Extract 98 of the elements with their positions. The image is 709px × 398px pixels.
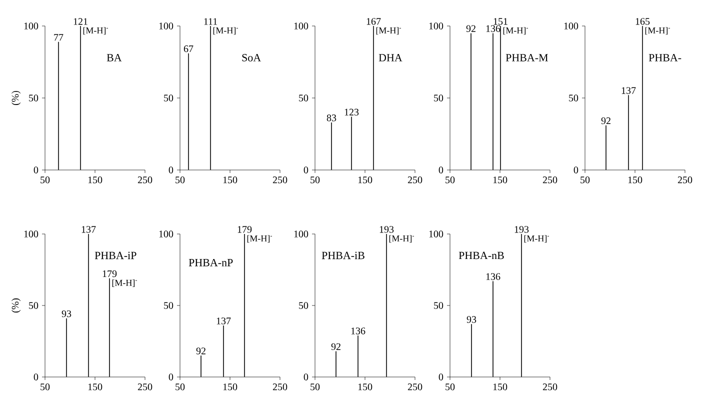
x-tick-label: 250 bbox=[272, 384, 288, 390]
x-tick-label: 50 bbox=[446, 384, 455, 390]
y-tick-label: 100 bbox=[564, 22, 578, 30]
text: PHBA-iP bbox=[94, 252, 136, 260]
annotation: [M-H]$^{-}$ bbox=[503, 27, 528, 35]
annotation: 93 bbox=[466, 316, 476, 323]
x-tick-label: 250 bbox=[408, 384, 422, 390]
y-tick-label: 100 bbox=[24, 230, 38, 238]
annotation: 77 bbox=[54, 34, 64, 41]
annotation: 92 bbox=[466, 25, 476, 32]
y-tick-label: 0 bbox=[34, 166, 38, 174]
x-tick-label: 150 bbox=[223, 384, 238, 390]
x-tick-label: 50 bbox=[176, 176, 185, 184]
x-tick-label: 50 bbox=[176, 384, 185, 390]
annotation: 83 bbox=[326, 114, 336, 122]
annotation: [M-H]$^{-}$ bbox=[83, 27, 108, 35]
x-tick-label: 250 bbox=[272, 176, 288, 184]
x-tick-label: 150 bbox=[223, 176, 238, 184]
annotation: 137 bbox=[622, 87, 636, 94]
annotation: [M-H]$^{-}$ bbox=[247, 235, 272, 243]
annotation: 123 bbox=[344, 108, 359, 116]
annotation: 93 bbox=[62, 310, 72, 318]
x-tick-label: 250 bbox=[408, 176, 422, 184]
text: PHBA-nP bbox=[188, 258, 233, 266]
y-tick-label: 100 bbox=[159, 230, 174, 238]
x-tick-label: 150 bbox=[358, 176, 372, 184]
text: SoA bbox=[242, 54, 262, 62]
y-tick-label: 100 bbox=[429, 22, 444, 30]
y-tick-label: 0 bbox=[168, 166, 174, 174]
y-axis-title: (%) bbox=[12, 90, 21, 106]
text: PHBA-M bbox=[506, 54, 548, 62]
annotation: 193 bbox=[514, 226, 529, 233]
x-tick-label: 50 bbox=[580, 176, 590, 184]
y-tick-label: 50 bbox=[299, 94, 308, 102]
annotation: [M-H]$^{-}$ bbox=[645, 27, 670, 35]
x-tick-label: 50 bbox=[40, 384, 50, 390]
x-tick-label: 250 bbox=[542, 176, 558, 184]
y-tick-label: 50 bbox=[29, 302, 38, 309]
text: PHBA- bbox=[648, 54, 682, 62]
x-tick-label: 150 bbox=[88, 176, 102, 184]
annotation: [M-H]$^{-}$ bbox=[112, 280, 137, 287]
y-tick-label: 100 bbox=[429, 230, 444, 238]
x-tick-label: 50 bbox=[310, 176, 320, 184]
x-tick-label: 250 bbox=[138, 176, 152, 184]
y-tick-label: 0 bbox=[574, 166, 578, 174]
y-tick-label: 50 bbox=[29, 94, 38, 102]
text: DHA bbox=[378, 54, 402, 62]
annotation: 165 bbox=[636, 18, 650, 25]
y-tick-label: 50 bbox=[164, 94, 174, 102]
annotation: [M-H]$^{-}$ bbox=[524, 235, 549, 243]
y-tick-label: 50 bbox=[434, 302, 444, 309]
x-tick-label: 150 bbox=[628, 176, 642, 184]
y-tick-label: 0 bbox=[168, 374, 174, 380]
annotation: 67 bbox=[184, 45, 194, 52]
x-tick-label: 150 bbox=[358, 384, 372, 390]
y-tick-label: 50 bbox=[299, 302, 308, 309]
annotation: 137 bbox=[216, 318, 231, 324]
annotation: 92 bbox=[331, 343, 340, 350]
y-tick-label: 0 bbox=[34, 374, 38, 380]
x-tick-label: 50 bbox=[310, 384, 320, 390]
annotation: 136 bbox=[351, 328, 366, 334]
annotation: 151 bbox=[494, 18, 508, 25]
text: BA bbox=[106, 54, 122, 62]
x-tick-label: 50 bbox=[446, 176, 455, 184]
annotation: [M-H]$^{-}$ bbox=[213, 27, 238, 35]
annotation: 179 bbox=[238, 226, 252, 233]
y-tick-label: 0 bbox=[304, 374, 308, 380]
annotation: 193 bbox=[380, 226, 394, 233]
y-tick-label: 100 bbox=[159, 22, 174, 30]
annotation: 179 bbox=[102, 270, 117, 278]
x-tick-label: 50 bbox=[40, 176, 50, 184]
y-tick-label: 50 bbox=[569, 94, 578, 102]
y-tick-label: 100 bbox=[294, 230, 308, 238]
y-tick-label: 100 bbox=[24, 22, 38, 30]
y-axis-title: (%) bbox=[12, 298, 21, 313]
y-tick-label: 100 bbox=[294, 22, 308, 30]
annotation: [M-H]$^{-}$ bbox=[376, 27, 401, 35]
x-tick-label: 250 bbox=[138, 384, 152, 390]
annotation: 137 bbox=[82, 226, 96, 233]
x-tick-label: 250 bbox=[542, 384, 558, 390]
annotation: 121 bbox=[74, 18, 88, 25]
annotation: 111 bbox=[204, 18, 218, 25]
y-tick-label: 0 bbox=[304, 166, 308, 174]
x-tick-label: 150 bbox=[88, 384, 102, 390]
annotation: 136 bbox=[486, 273, 500, 280]
x-tick-label: 150 bbox=[493, 384, 508, 390]
x-tick-label: 150 bbox=[493, 176, 508, 184]
y-tick-label: 50 bbox=[434, 94, 444, 102]
annotation: 92 bbox=[601, 117, 610, 124]
text: PHBA-iB bbox=[322, 252, 364, 260]
x-tick-label: 250 bbox=[678, 176, 692, 184]
annotation: [M-H]$^{-}$ bbox=[389, 235, 414, 243]
text: PHBA-nB bbox=[458, 252, 504, 260]
annotation: 167 bbox=[366, 18, 381, 25]
y-tick-label: 50 bbox=[164, 302, 174, 309]
annotation: 92 bbox=[196, 348, 206, 354]
y-tick-label: 0 bbox=[438, 374, 444, 380]
y-tick-label: 0 bbox=[438, 166, 444, 174]
